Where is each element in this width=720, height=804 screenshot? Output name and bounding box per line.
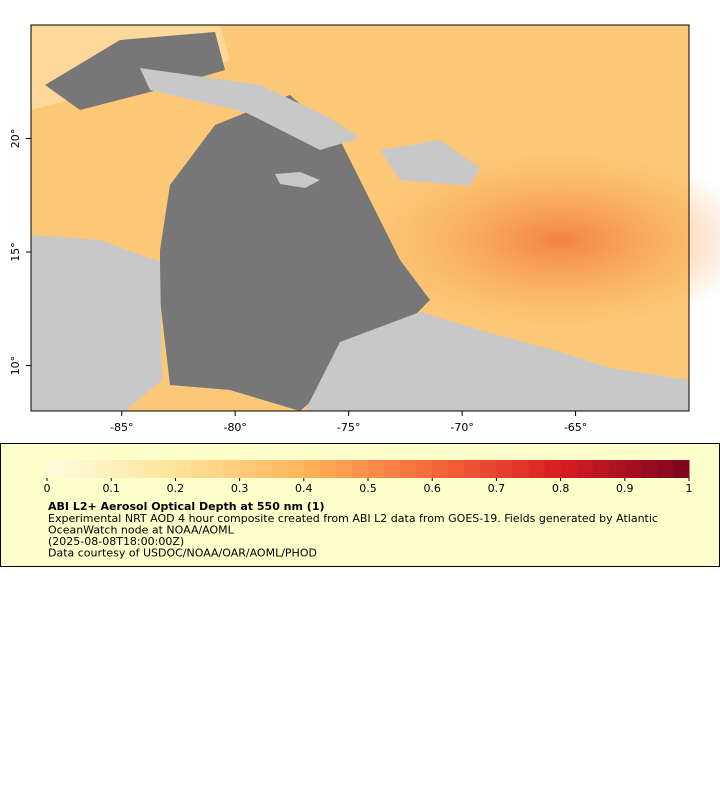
colorbar-swatch [63, 460, 80, 478]
colorbar-tick-label: 0.2 [167, 482, 185, 495]
colorbar-swatch [496, 460, 513, 478]
colorbar-tick-label: 0.1 [102, 482, 120, 495]
no-data-sea [160, 95, 430, 411]
y-tick-label: 10° [9, 356, 22, 376]
colorbar-swatch [416, 460, 433, 478]
x-tick-label: -70° [450, 421, 473, 434]
colorbar-tick-label: 1 [686, 482, 693, 495]
colorbar-tick-label: 0.4 [295, 482, 313, 495]
colorbar-swatch [608, 460, 626, 478]
land [275, 172, 320, 188]
colorbar-swatch [191, 460, 208, 478]
colorbar-swatch [319, 460, 337, 478]
aerosol-plume [360, 150, 720, 330]
legend-line: OceanWatch node at NOAA/AOML [48, 524, 235, 537]
colorbar-swatch [223, 460, 241, 478]
land [305, 312, 689, 411]
y-tick-label: 15° [9, 242, 22, 262]
colorbar-swatch [207, 460, 225, 478]
colorbar-swatch [656, 460, 674, 478]
colorbar-swatch [544, 460, 562, 478]
colorbar-swatch [239, 460, 257, 478]
colorbar-swatch [672, 460, 690, 478]
map-frame [30, 24, 690, 412]
colorbar-tick-label: 0.5 [359, 482, 377, 495]
legend-title: ABI L2+ Aerosol Optical Depth at 550 nm … [48, 500, 325, 513]
colorbar-swatch [400, 460, 417, 478]
no-data-sea [45, 32, 225, 110]
colorbar-swatch [448, 460, 465, 478]
y-tick-label: 20° [9, 129, 22, 149]
colorbar-tick-label: 0.3 [231, 482, 249, 495]
colorbar-swatch [592, 460, 610, 478]
legend-line: (2025-08-08T18:00:00Z) [48, 535, 184, 548]
colorbar-swatch [464, 460, 481, 478]
x-tick-label: -75° [337, 421, 360, 434]
colorbar-swatch [95, 460, 112, 478]
legend-line: Experimental NRT AOD 4 hour composite cr… [48, 512, 658, 525]
map-image [30, 24, 720, 412]
colorbar-swatch [271, 460, 289, 478]
x-tick-label: -85° [110, 421, 133, 434]
colorbar-tick-label: 0.8 [552, 482, 570, 495]
colorbar-swatch [432, 460, 449, 478]
colorbar-swatch [512, 460, 529, 478]
land [140, 68, 360, 150]
legend-line: Data courtesy of USDOC/NOAA/OAR/AOML/PHO… [48, 547, 317, 560]
colorbar-swatch [79, 460, 96, 478]
x-tick-label: -65° [564, 421, 587, 434]
colorbar-swatch [624, 460, 642, 478]
x-tick-label: -80° [223, 421, 246, 434]
colorbar-swatch [351, 460, 369, 478]
colorbar-swatch [159, 460, 176, 478]
colorbar-swatch [335, 460, 353, 478]
colorbar-tick-label: 0.7 [488, 482, 506, 495]
colorbar-swatch [287, 460, 305, 478]
colorbar-swatch [143, 460, 160, 478]
colorbar-swatch [480, 460, 497, 478]
colorbar-swatch [175, 460, 192, 478]
colorbar-tick-label: 0.9 [616, 482, 634, 495]
land [380, 140, 480, 186]
colorbar-swatch [255, 460, 273, 478]
colorbar-swatch [47, 460, 64, 478]
colorbar-tick-label: 0 [44, 482, 51, 495]
colorbar-swatch [368, 460, 385, 478]
colorbar-swatch [111, 460, 128, 478]
colorbar-swatch [528, 460, 546, 478]
colorbar-swatch [640, 460, 658, 478]
land [31, 235, 162, 411]
colorbar-swatch [127, 460, 144, 478]
colorbar-swatch [303, 460, 321, 478]
colorbar-swatch [560, 460, 578, 478]
colorbar-swatch [576, 460, 594, 478]
colorbar-swatch [384, 460, 401, 478]
colorbar-tick-label: 0.6 [423, 482, 441, 495]
